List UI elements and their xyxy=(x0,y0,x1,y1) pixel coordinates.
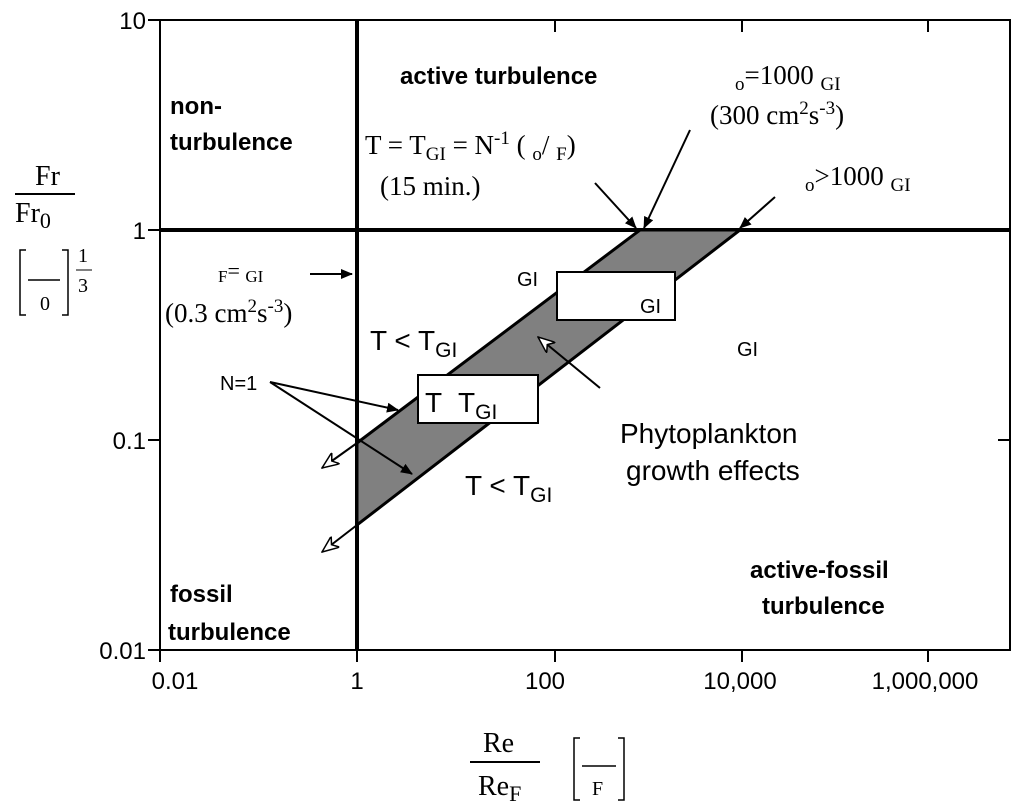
text-part: -3 xyxy=(819,98,835,119)
annotation: o=1000 GI xyxy=(735,60,841,95)
text-part: 0 xyxy=(40,208,51,233)
region-label: turbulence xyxy=(170,129,293,156)
text-part: GI xyxy=(435,339,457,362)
text-part: Re xyxy=(478,771,509,802)
y-label-num: Fr xyxy=(35,161,61,192)
text-part: ) xyxy=(567,130,576,160)
x-bracket-sub: F xyxy=(592,778,603,800)
label-box xyxy=(417,374,539,424)
text-part: GI xyxy=(245,267,263,286)
region-label: fossil xyxy=(170,581,233,608)
y-bracket-sub: 0 xyxy=(40,293,50,315)
text-part: GI xyxy=(820,74,840,95)
text-part: GI xyxy=(890,175,910,196)
text-part: (300 cm xyxy=(710,100,799,130)
text-part: GI xyxy=(475,401,497,424)
equation: T = TGI = N-1 ( o/ F) xyxy=(365,128,576,165)
x-tick-label: 1 xyxy=(350,668,363,695)
text-part: / xyxy=(542,130,556,160)
annotation: T < TGI xyxy=(370,325,457,362)
text-part: =1000 xyxy=(745,60,821,90)
text-part: -1 xyxy=(494,128,510,149)
text-part: T < T xyxy=(465,470,530,501)
text-part: ) xyxy=(835,100,844,130)
text-part: o xyxy=(532,144,542,165)
text-part: T = T xyxy=(365,130,426,160)
x-tick-label: 10,000 xyxy=(703,668,776,695)
annotation: growth effects xyxy=(626,455,800,486)
text-part: F xyxy=(509,781,521,805)
text-part: = N xyxy=(446,130,494,160)
region-label: active turbulence xyxy=(400,63,597,90)
region-label: active-fossil xyxy=(750,557,889,584)
x-tick-label: 1,000,000 xyxy=(872,668,979,695)
annotation: (300 cm2s-3) xyxy=(710,98,844,130)
annotation: Phytoplankton xyxy=(620,418,797,449)
equation-time: (15 min.) xyxy=(380,171,481,201)
text-part: T xyxy=(425,387,442,418)
text-part: F xyxy=(218,267,227,286)
label-box xyxy=(556,271,676,321)
y-label-den: Fr0 xyxy=(15,198,51,233)
annotation: F= GI xyxy=(218,258,264,286)
region-label: turbulence xyxy=(762,593,885,620)
text-part: GI xyxy=(426,144,446,165)
text-part: = xyxy=(227,258,245,283)
text-part: o xyxy=(805,175,815,196)
text-part: GI xyxy=(530,484,552,507)
text-part: (0.3 cm xyxy=(165,298,247,328)
y-exponent: 1 xyxy=(78,245,88,267)
text-part: s xyxy=(809,100,820,130)
text-part: Fr xyxy=(15,198,41,229)
text-part: -3 xyxy=(268,296,284,317)
region-label: turbulence xyxy=(168,619,291,646)
text-part: s xyxy=(257,298,268,328)
x-tick-label: 100 xyxy=(525,668,565,695)
annotation: GI xyxy=(517,269,538,291)
text-part: ( xyxy=(510,130,533,160)
text-part: T xyxy=(458,387,475,418)
x-tick-label: 0.01 xyxy=(152,668,199,695)
y-axis-label: Fr Fr0 0 1 3 xyxy=(15,161,92,316)
x-label-num: Re xyxy=(483,728,514,759)
x-label-den: ReF xyxy=(478,771,521,805)
annotation: (0.3 cm2s-3) xyxy=(165,296,292,328)
text-part: T < T xyxy=(370,325,435,356)
text-part: >1000 xyxy=(815,161,891,191)
y-tick-label: 1 xyxy=(133,218,146,245)
annotation: N=1 xyxy=(220,373,257,395)
plot-frame xyxy=(148,19,1011,662)
y-tick-label: 10 xyxy=(119,8,146,35)
text-part: ) xyxy=(283,298,292,328)
box-label: T TGI xyxy=(425,387,497,424)
annotation: o>1000 GI xyxy=(805,161,911,196)
region-label: non- xyxy=(170,93,222,120)
text-part: 2 xyxy=(247,296,257,317)
annotation: GI xyxy=(737,339,758,361)
x-axis-label: Re ReF F xyxy=(470,728,625,805)
y-tick-label: 0.1 xyxy=(113,428,146,455)
text-part: o xyxy=(735,74,745,95)
box-label: GI xyxy=(640,296,661,318)
arrows xyxy=(269,129,776,552)
y-tick-label: 0.01 xyxy=(99,638,146,665)
annotation: T < TGI xyxy=(465,470,552,507)
y-exponent: 3 xyxy=(78,275,88,297)
text-part: F xyxy=(556,144,567,165)
text-part: 2 xyxy=(799,98,809,119)
